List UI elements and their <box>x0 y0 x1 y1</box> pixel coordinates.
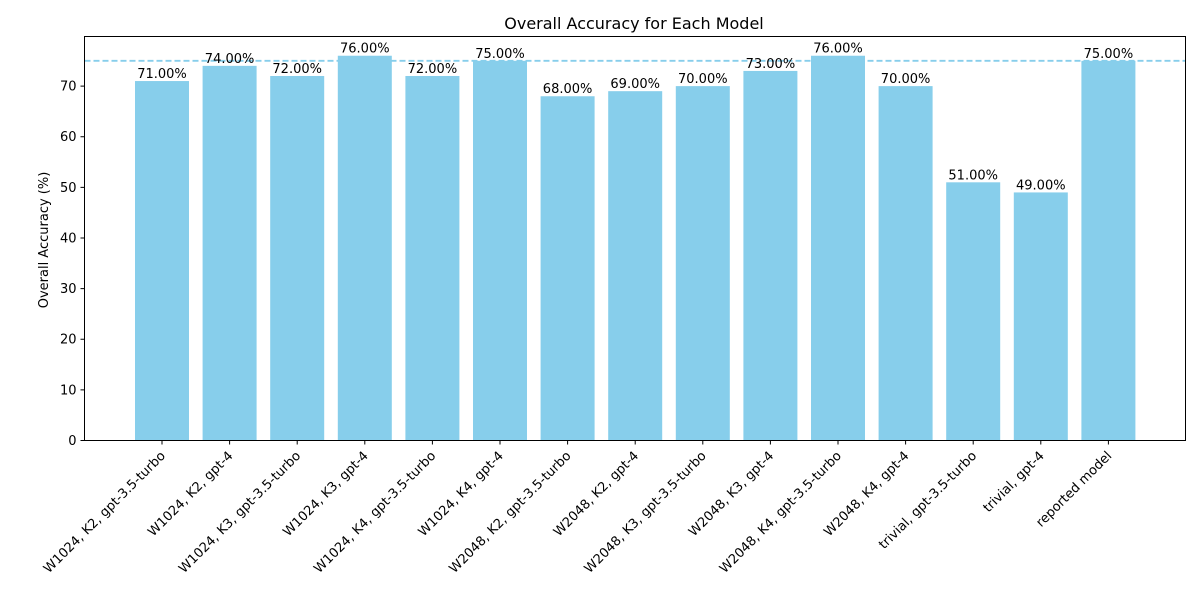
bar <box>743 70 798 441</box>
bar-value-label: 70.00% <box>881 72 931 87</box>
y-tick-label: 20 <box>60 333 77 348</box>
plot-frame <box>84 36 1186 441</box>
bar-value-label: 74.00% <box>205 52 255 67</box>
y-axis: 0 10 20 30 40 50 60 70 <box>60 80 85 449</box>
bar-value-label: 76.00% <box>340 42 390 57</box>
bar <box>1081 60 1136 441</box>
bar-value-label: 72.00% <box>408 62 458 77</box>
y-tick-label: 70 <box>60 80 77 95</box>
chart-title: Overall Accuracy for Each Model <box>504 14 763 33</box>
bar-value-label: 72.00% <box>272 62 322 77</box>
bar <box>811 55 865 441</box>
x-tick-label: W1024, K2, gpt-3.5-turbo <box>41 449 169 577</box>
x-tick-label: W2048, K2, gpt-3.5-turbo <box>447 449 575 577</box>
bar <box>135 81 189 441</box>
bar <box>946 182 1001 441</box>
x-tick-label: W2048, K3, gpt-3.5-turbo <box>582 449 710 577</box>
bar <box>202 65 257 441</box>
bar-value-label: 75.00% <box>475 47 525 62</box>
bar-value-label: 73.00% <box>746 57 796 72</box>
y-tick-label: 0 <box>68 434 76 449</box>
y-tick-label: 10 <box>60 383 77 398</box>
bar-value-label: 71.00% <box>137 67 187 82</box>
bar <box>270 75 325 441</box>
bars-layer <box>135 55 1136 441</box>
y-tick-label: 60 <box>60 130 77 145</box>
x-tick-label: trivial, gpt-4 <box>981 449 1048 516</box>
bar-value-label: 75.00% <box>1084 47 1134 62</box>
bar-value-label: 51.00% <box>948 168 998 183</box>
bar-value-label: 68.00% <box>543 82 593 97</box>
bar <box>675 86 730 441</box>
bar-value-label: 69.00% <box>610 77 660 92</box>
x-tick-label: W1024, K4, gpt-3.5-turbo <box>311 449 439 577</box>
bar <box>1013 192 1068 441</box>
y-tick-label: 30 <box>60 282 77 297</box>
bar <box>473 60 527 441</box>
bar <box>878 86 933 441</box>
x-tick-label: W1024, K3, gpt-3.5-turbo <box>176 449 304 577</box>
bar <box>337 55 392 441</box>
bar-value-label: 70.00% <box>678 72 728 87</box>
bar <box>405 75 460 441</box>
bar <box>540 96 595 441</box>
bar-value-label: 49.00% <box>1016 178 1066 193</box>
y-tick-label: 50 <box>60 181 77 196</box>
y-axis-label: Overall Accuracy (%) <box>37 172 52 309</box>
x-tick-label: W2048, K4, gpt-3.5-turbo <box>717 449 845 577</box>
bar <box>608 91 663 441</box>
bar-labels-layer: 71.00% 74.00% 72.00% 76.00% 72.00% 75.00% 68.0… <box>137 42 1133 194</box>
bar-value-label: 76.00% <box>813 42 863 57</box>
y-tick-label: 40 <box>60 231 77 246</box>
